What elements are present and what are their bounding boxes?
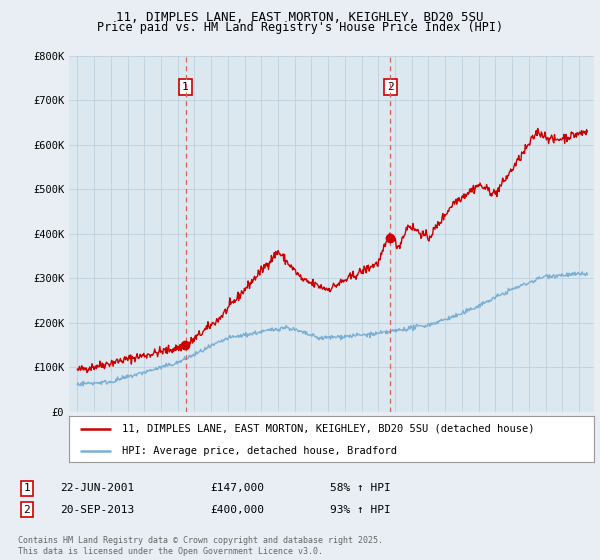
Text: 2: 2 — [23, 505, 31, 515]
Text: 11, DIMPLES LANE, EAST MORTON, KEIGHLEY, BD20 5SU (detached house): 11, DIMPLES LANE, EAST MORTON, KEIGHLEY,… — [121, 424, 534, 434]
Text: 22-JUN-2001: 22-JUN-2001 — [60, 483, 134, 493]
Text: 11, DIMPLES LANE, EAST MORTON, KEIGHLEY, BD20 5SU: 11, DIMPLES LANE, EAST MORTON, KEIGHLEY,… — [116, 11, 484, 24]
Text: 2: 2 — [387, 82, 394, 92]
Text: 58% ↑ HPI: 58% ↑ HPI — [330, 483, 391, 493]
Text: £147,000: £147,000 — [210, 483, 264, 493]
Text: 93% ↑ HPI: 93% ↑ HPI — [330, 505, 391, 515]
Text: HPI: Average price, detached house, Bradford: HPI: Average price, detached house, Brad… — [121, 446, 397, 455]
Text: Contains HM Land Registry data © Crown copyright and database right 2025.
This d: Contains HM Land Registry data © Crown c… — [18, 536, 383, 556]
Text: Price paid vs. HM Land Registry's House Price Index (HPI): Price paid vs. HM Land Registry's House … — [97, 21, 503, 34]
Text: £400,000: £400,000 — [210, 505, 264, 515]
Text: 20-SEP-2013: 20-SEP-2013 — [60, 505, 134, 515]
Text: 1: 1 — [182, 82, 189, 92]
Text: 1: 1 — [23, 483, 31, 493]
